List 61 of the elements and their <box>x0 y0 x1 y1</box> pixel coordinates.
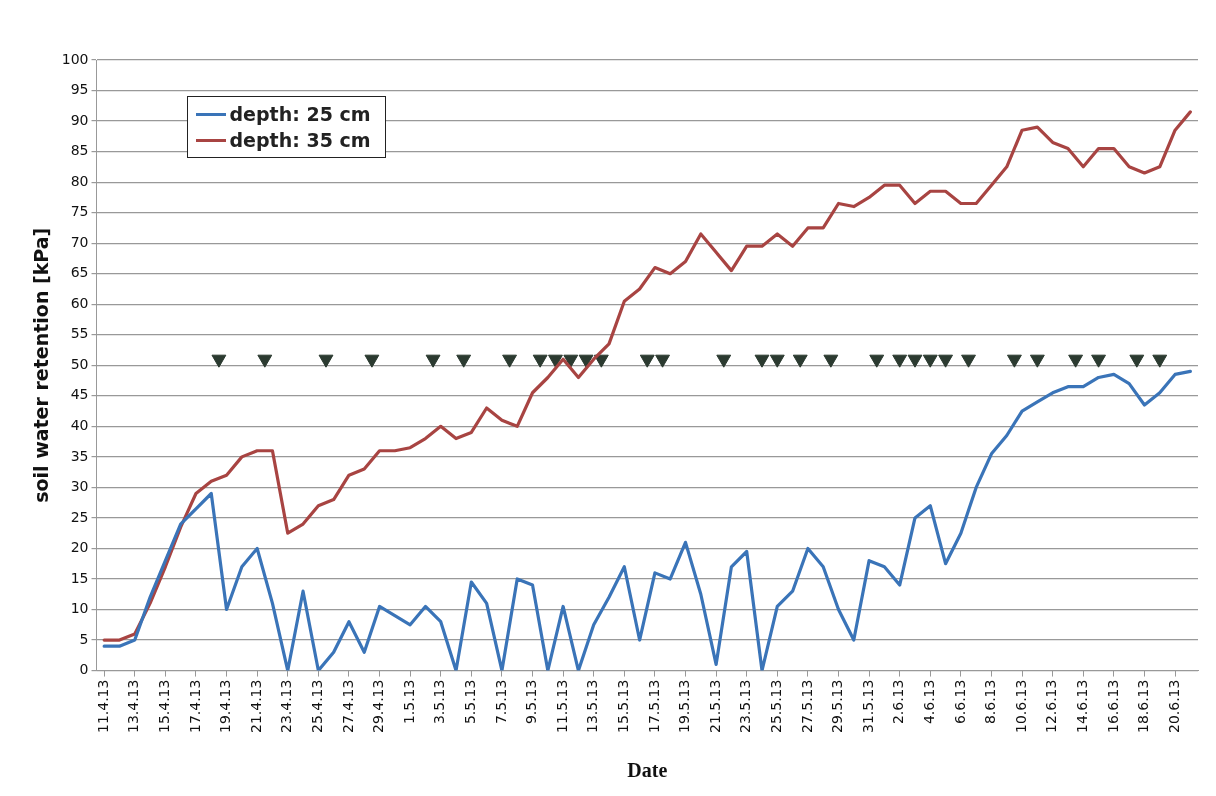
x-tick-label: 27.5.13 <box>798 679 815 733</box>
x-tick-label: 9.5.13 <box>523 679 540 725</box>
x-tick-label: 18.6.13 <box>1135 679 1152 733</box>
x-tick-label: 25.4.13 <box>308 679 325 733</box>
x-tick-label: 3.5.13 <box>431 679 448 725</box>
x-tick-label: 2.6.13 <box>890 679 907 725</box>
x-tick-label: 25.5.13 <box>767 679 784 733</box>
y-tick-label: 65 <box>70 264 89 281</box>
y-tick-label: 35 <box>70 447 89 464</box>
y-tick-label: 80 <box>70 172 89 189</box>
y-tick-label: 15 <box>70 569 89 586</box>
y-tick-label: 5 <box>79 630 89 647</box>
x-tick-label: 7.5.13 <box>492 679 509 725</box>
x-tick-label: 11.5.13 <box>553 679 570 733</box>
x-tick-label: 13.4.13 <box>125 679 142 733</box>
x-tick-label: 21.5.13 <box>706 679 723 733</box>
x-tick-label: 4.6.13 <box>920 679 937 725</box>
x-tick-label: 15.4.13 <box>156 679 172 733</box>
y-tick-label: 85 <box>70 142 89 159</box>
y-tick-label: 70 <box>70 233 89 250</box>
x-tick-label: 27.4.13 <box>339 679 356 733</box>
y-tick-label: 10 <box>70 600 89 617</box>
x-tick-label: 10.6.13 <box>1012 679 1029 733</box>
legend-label: depth: 35 cm <box>229 128 371 153</box>
x-tick-label: 17.4.13 <box>186 679 203 733</box>
y-tick-label: 20 <box>70 539 89 556</box>
x-tick-label: 15.5.13 <box>614 679 631 733</box>
x-tick-label: 1.5.13 <box>400 679 417 725</box>
y-tick-label: 40 <box>70 416 89 433</box>
x-tick-label: 16.6.13 <box>1104 679 1121 733</box>
y-tick-label: 90 <box>70 111 89 128</box>
x-tick-label: 14.6.13 <box>1073 679 1090 733</box>
y-tick-label: 60 <box>70 294 89 311</box>
y-axis-title: soil water retention [kPa] <box>30 227 53 503</box>
x-tick-label: 5.5.13 <box>461 679 478 725</box>
x-tick-label: 11.4.13 <box>94 679 111 733</box>
x-tick-label: 29.4.13 <box>370 679 387 733</box>
x-tick-label: 13.5.13 <box>584 679 601 733</box>
y-tick-label: 55 <box>70 325 89 342</box>
x-tick-label: 20.6.13 <box>1165 679 1182 733</box>
y-tick-label: 25 <box>70 508 89 525</box>
x-tick-label: 21.4.13 <box>247 679 264 733</box>
y-tick-label: 95 <box>70 81 89 98</box>
x-tick-label: 8.6.13 <box>982 679 999 725</box>
x-axis-title: Date <box>627 759 668 782</box>
x-tick-label: 19.5.13 <box>676 679 693 733</box>
x-tick-label: 12.6.13 <box>1043 679 1060 733</box>
x-tick-label: 23.5.13 <box>737 679 754 733</box>
y-tick-label: 30 <box>70 478 89 495</box>
y-tick-label: 45 <box>70 386 89 403</box>
x-tick-label: 19.4.13 <box>217 679 234 733</box>
x-tick-label: 29.5.13 <box>829 679 846 733</box>
y-tick-label: 75 <box>70 203 89 220</box>
y-tick-label: 100 <box>61 50 89 67</box>
legend-label: depth: 25 cm <box>229 102 371 127</box>
x-tick-label: 17.5.13 <box>645 679 662 733</box>
y-tick-label: 0 <box>79 661 89 678</box>
x-tick-label: 23.4.13 <box>278 679 295 733</box>
x-tick-label: 6.6.13 <box>951 679 968 725</box>
y-tick-label: 50 <box>70 355 89 372</box>
x-tick-label: 31.5.13 <box>859 679 876 733</box>
